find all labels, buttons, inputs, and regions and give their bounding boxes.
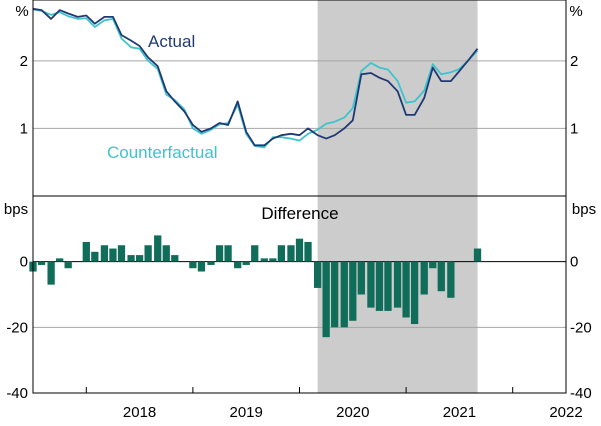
difference-bar: [127, 255, 135, 262]
difference-bar: [473, 248, 482, 262]
difference-bar: [162, 245, 170, 262]
difference-bar: [410, 261, 419, 325]
bottom-right-unit: bps: [572, 201, 596, 218]
actual-label: Actual: [148, 32, 195, 51]
difference-bars: [29, 235, 482, 338]
difference-bar: [304, 241, 312, 262]
difference-bar: [437, 261, 445, 292]
difference-bar: [100, 245, 109, 262]
difference-bar: [402, 261, 410, 318]
top-right-tick-label: 1: [570, 120, 578, 137]
x-tick-label: 2022: [549, 404, 582, 421]
bottom-left-unit: bps: [4, 201, 28, 218]
difference-bar: [91, 251, 99, 262]
difference-bar: [277, 245, 286, 262]
difference-bar: [420, 261, 428, 295]
difference-bar: [207, 261, 215, 265]
bottom-right-tick-label: 0: [570, 254, 578, 271]
difference-bar: [375, 261, 384, 311]
x-tick-label: 2018: [123, 404, 156, 421]
difference-bar: [447, 261, 455, 298]
difference-bar: [287, 245, 295, 262]
difference-bar: [367, 261, 375, 308]
difference-bar: [260, 258, 268, 262]
difference-bar: [251, 245, 259, 262]
gridlines: [33, 60, 566, 328]
difference-bar: [37, 261, 46, 265]
tick-labels: 2018 2019 2020 2021 2022 1 1 2 2 0 0 -20 -20 -40 -40: [6, 53, 591, 421]
top-left-unit: %: [15, 3, 28, 20]
difference-bar: [154, 235, 162, 262]
rate-lines: [32, 7, 479, 149]
difference-bar: [340, 261, 348, 328]
bottom-right-tick-label: -20: [570, 319, 592, 336]
difference-bar: [64, 261, 72, 269]
difference-bar: [109, 248, 117, 262]
difference-bar: [144, 245, 152, 262]
x-tick-label: 2020: [336, 404, 369, 421]
difference-bar: [135, 255, 144, 262]
top-right-tick-label: 2: [570, 53, 578, 70]
bottom-right-tick-label: -40: [570, 385, 592, 402]
difference-bar: [47, 261, 55, 285]
top-left-tick-label: 2: [20, 53, 28, 70]
top-right-unit: %: [569, 3, 582, 20]
difference-bar: [295, 238, 304, 262]
difference-bar: [215, 245, 224, 262]
difference-bar: [313, 261, 322, 288]
bottom-left-tick-label: -40: [6, 385, 28, 402]
difference-bar: [349, 261, 357, 321]
difference-bar: [357, 261, 365, 295]
chart-frame: [32, 0, 567, 394]
difference-title: Difference: [261, 204, 338, 223]
difference-bar: [189, 261, 197, 269]
difference-bar: [56, 258, 64, 262]
difference-bar: [224, 245, 232, 262]
difference-bar: [331, 261, 339, 328]
x-tick-label: 2021: [443, 404, 476, 421]
top-left-tick-label: 1: [20, 120, 28, 137]
difference-bar: [384, 261, 392, 311]
difference-bar: [269, 258, 277, 262]
difference-bar: [197, 261, 206, 272]
bottom-left-tick-label: 0: [20, 254, 28, 271]
difference-bar: [171, 255, 179, 262]
x-tick-label: 2019: [230, 404, 263, 421]
difference-bar: [242, 261, 250, 265]
difference-bar: [393, 261, 402, 308]
series-line-actual: [32, 7, 479, 147]
difference-bar: [117, 245, 126, 262]
difference-bar: [322, 261, 330, 338]
difference-bar: [234, 261, 242, 269]
bottom-left-tick-label: -20: [6, 319, 28, 336]
difference-bar: [429, 261, 437, 269]
counterfactual-label: Counterfactual: [107, 143, 218, 162]
difference-bar: [82, 241, 90, 262]
